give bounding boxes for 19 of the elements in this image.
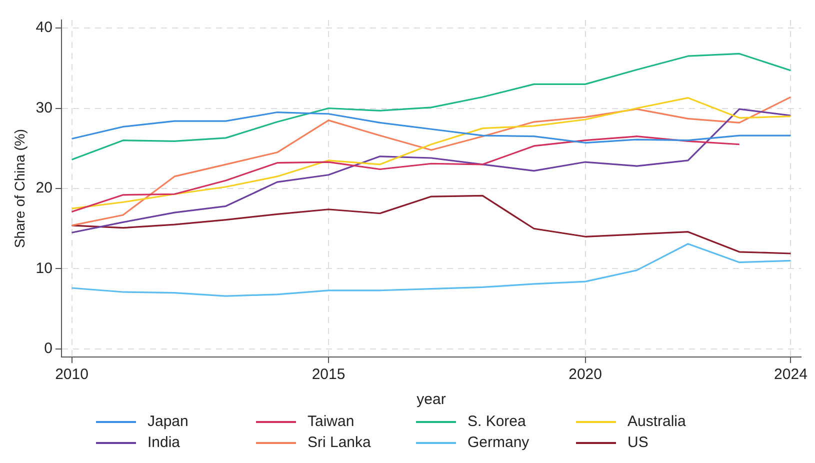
legend-label: Taiwan [308,413,354,430]
legend-label: US [628,434,648,451]
y-tick-label: 10 [36,260,52,277]
y-tick-label: 20 [36,180,52,197]
x-tick-label: 2020 [568,366,602,384]
legend-label: Germany [468,434,530,451]
x-tick-label: 2024 [774,366,808,384]
x-tick-label: 2010 [55,366,88,384]
legend-label: Australia [628,413,686,430]
legend-label: S. Korea [468,413,526,430]
legend-label: Sri Lanka [308,434,371,451]
y-tick-label: 30 [36,99,52,116]
y-axis-title: Share of China (%) [11,128,28,248]
legend-label: Japan [148,413,188,430]
x-axis-title: year [416,391,446,408]
x-tick-label: 2015 [312,366,346,384]
y-tick-label: 0 [44,340,52,358]
y-tick-label: 40 [36,19,52,36]
legend-label: India [148,434,180,451]
